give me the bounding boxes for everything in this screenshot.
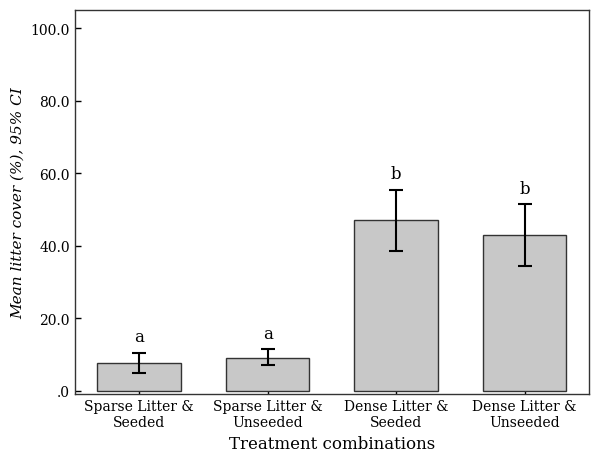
Text: a: a <box>263 325 272 342</box>
Bar <box>226 358 310 391</box>
Bar <box>483 235 566 391</box>
Bar <box>355 221 438 391</box>
Text: a: a <box>134 329 144 345</box>
Y-axis label: Mean litter cover (%), 95% CI: Mean litter cover (%), 95% CI <box>11 87 25 319</box>
Text: b: b <box>391 166 401 183</box>
Text: b: b <box>520 181 530 197</box>
Bar <box>97 363 181 391</box>
X-axis label: Treatment combinations: Treatment combinations <box>229 435 435 452</box>
